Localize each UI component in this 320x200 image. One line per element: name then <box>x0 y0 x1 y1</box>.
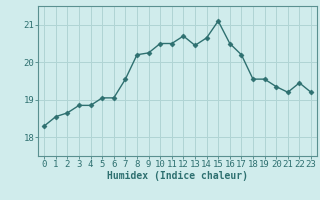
X-axis label: Humidex (Indice chaleur): Humidex (Indice chaleur) <box>107 171 248 181</box>
